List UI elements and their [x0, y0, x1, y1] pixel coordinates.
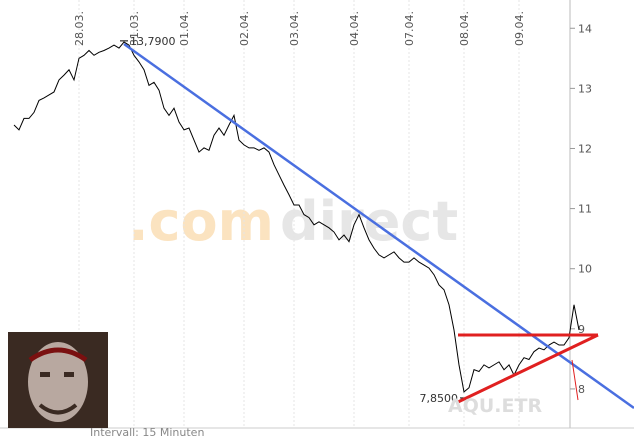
trend-line: [571, 359, 579, 401]
watermark: .com: [128, 190, 274, 253]
plot: 8 9 10 11 12 13 14 28.03. 31.03. 01.04. 02.04. 03.0…: [13, 0, 592, 428]
x-tick-label: 08.04.: [458, 11, 471, 46]
interval: Intervall: 15 Minuten: [90, 426, 204, 439]
y-tick-label: 14: [578, 22, 592, 35]
symbol: AQU.ETR: [448, 395, 542, 417]
x-tick-label: 28.03.: [73, 11, 86, 46]
price-line: [13, 41, 580, 393]
y-tick-label: 13: [578, 82, 592, 95]
x-tick-label: 01.04.: [178, 11, 191, 46]
x-tick-label: 03.04.: [288, 11, 301, 46]
high-label: 13,7900: [130, 35, 176, 48]
x-tick-label: 02.04.: [238, 11, 251, 46]
y-tick-label: 12: [578, 142, 592, 155]
y-tick-label: 8: [578, 383, 585, 396]
watermark: direct: [280, 190, 458, 253]
trend-line: [457, 333, 599, 404]
x-tick-label: 09.04.: [513, 11, 526, 46]
low-label: 7,8500: [420, 392, 459, 405]
x-tick-label: 07.04.: [403, 11, 416, 46]
y-tick-label: 9: [578, 323, 585, 336]
y-tick-label: 11: [578, 203, 592, 216]
x-tick-label: 04.04.: [348, 11, 361, 46]
avatar: [8, 332, 108, 428]
x-tick-label: 31.03.: [128, 11, 141, 46]
y-tick-label: 10: [578, 263, 592, 276]
trend-line: [123, 42, 634, 410]
